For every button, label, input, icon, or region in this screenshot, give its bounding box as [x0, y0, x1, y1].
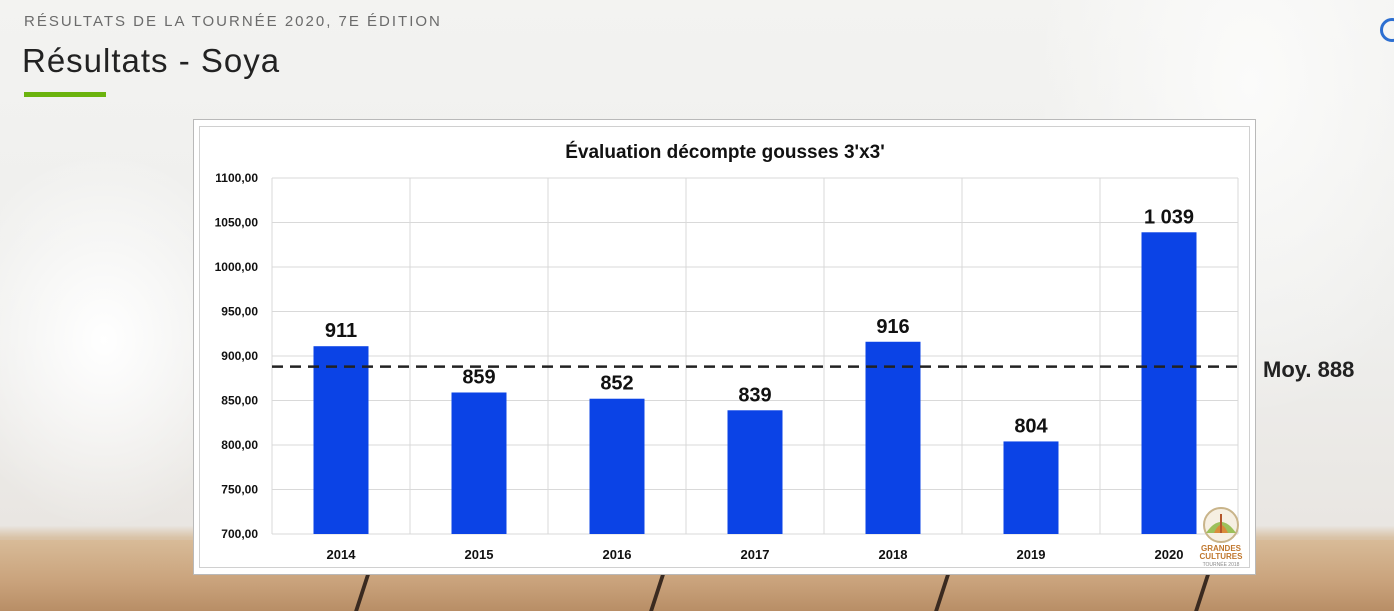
- bar: [1141, 232, 1197, 535]
- chart-image-frame: [193, 119, 1256, 575]
- svg-text:GRANDES: GRANDES: [1201, 544, 1242, 553]
- svg-text:TOURNÉE 2018: TOURNÉE 2018: [1203, 561, 1240, 568]
- circle-icon[interactable]: [1380, 18, 1394, 42]
- y-tick-label: 800,00: [221, 438, 258, 452]
- x-tick-label: 2020: [1155, 547, 1184, 562]
- y-tick-label: 1000,00: [215, 260, 259, 274]
- y-tick-label: 1100,00: [215, 171, 258, 185]
- svg-text:CULTURES: CULTURES: [1200, 552, 1244, 561]
- y-tick-label: 950,00: [221, 305, 258, 319]
- bar-value-label: 804: [1014, 415, 1048, 437]
- y-tick-label: 750,00: [221, 483, 258, 497]
- bar-value-label: 1 039: [1144, 206, 1194, 228]
- section-eyebrow: RÉSULTATS DE LA TOURNÉE 2020, 7E ÉDITION: [24, 13, 442, 30]
- bar: [865, 341, 921, 534]
- bar: [1003, 441, 1059, 534]
- chart-title: Évaluation décompte gousses 3'x3': [565, 141, 884, 163]
- y-tick-label: 900,00: [221, 349, 258, 363]
- bar-value-label: 911: [325, 320, 357, 342]
- x-tick-label: 2014: [327, 547, 357, 562]
- x-tick-label: 2017: [741, 547, 770, 562]
- bar-value-label: 839: [738, 384, 771, 406]
- average-label: Moy. 888: [1263, 357, 1355, 382]
- y-tick-label: 1050,00: [215, 216, 259, 230]
- bar-value-label: 859: [462, 366, 495, 388]
- title-underline: [24, 92, 106, 97]
- bar: [451, 392, 507, 534]
- grandes-cultures-logo: GRANDES CULTURES TOURNÉE 2018: [1200, 507, 1244, 568]
- bar: [727, 410, 783, 534]
- x-tick-label: 2016: [603, 547, 632, 562]
- bar-value-label: 916: [876, 316, 909, 338]
- y-tick-label: 700,00: [221, 527, 258, 541]
- chart-border: [199, 126, 1250, 568]
- bar-value-label: 852: [600, 373, 633, 395]
- x-tick-label: 2015: [465, 547, 494, 562]
- y-tick-label: 850,00: [221, 394, 258, 408]
- bar: [313, 346, 369, 534]
- x-tick-label: 2019: [1017, 547, 1046, 562]
- page-title: Résultats - Soya: [22, 42, 281, 79]
- x-tick-label: 2018: [879, 547, 908, 562]
- bar: [589, 398, 645, 534]
